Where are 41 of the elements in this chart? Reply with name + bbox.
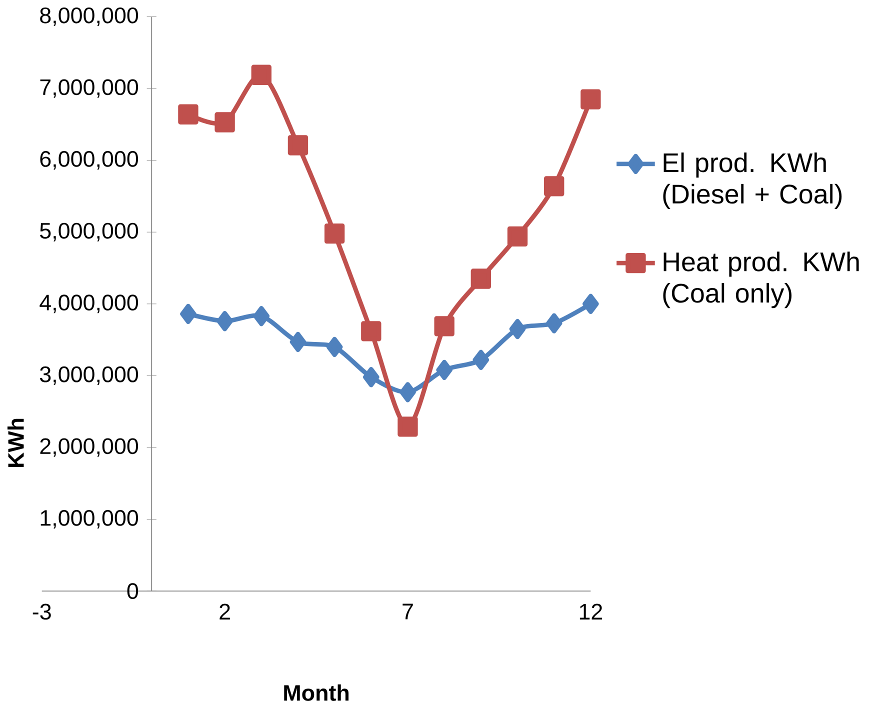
point	[546, 313, 562, 334]
point	[436, 360, 452, 380]
y-axis-title: KWh	[7, 418, 24, 467]
point	[214, 112, 235, 132]
point	[400, 382, 416, 402]
point	[216, 310, 233, 332]
point	[326, 336, 343, 357]
y-tick-label: 2,000,000	[40, 438, 138, 457]
point	[324, 223, 345, 244]
point	[180, 304, 196, 324]
x-tick-label: -3	[32, 604, 51, 620]
point	[507, 226, 528, 246]
legend-label: Heat prod. KWh (Coal only)	[663, 251, 859, 308]
y-tick-label: 6,000,000	[40, 150, 138, 170]
x-tick-label: 12	[580, 604, 602, 620]
point	[434, 316, 454, 336]
y-tick-label: 0	[127, 582, 138, 599]
point	[472, 350, 490, 370]
point	[290, 332, 306, 352]
point	[544, 176, 564, 196]
y-tick-label: 7,000,000	[40, 79, 138, 98]
point	[363, 366, 380, 388]
point	[398, 416, 418, 437]
x-tick-label: 2	[220, 604, 230, 620]
point	[251, 64, 272, 85]
y-tick-label: 5,000,000	[40, 222, 138, 242]
point	[253, 306, 270, 326]
point	[582, 294, 599, 314]
y-tick-label: 3,000,000	[40, 366, 138, 385]
point	[580, 89, 601, 110]
point	[509, 318, 526, 339]
point	[361, 320, 382, 342]
y-tick-label: 8,000,000	[40, 7, 138, 26]
x-axis-title: Month	[284, 684, 349, 701]
point	[288, 134, 308, 156]
y-tick-label: 1,000,000	[40, 510, 138, 528]
legend-label: El prod. KWh (Diesel + Coal)	[663, 152, 842, 209]
point	[178, 104, 198, 124]
point	[470, 268, 492, 289]
x-tick-label: 7	[402, 604, 413, 620]
y-tick-label: 4,000,000	[40, 294, 138, 314]
